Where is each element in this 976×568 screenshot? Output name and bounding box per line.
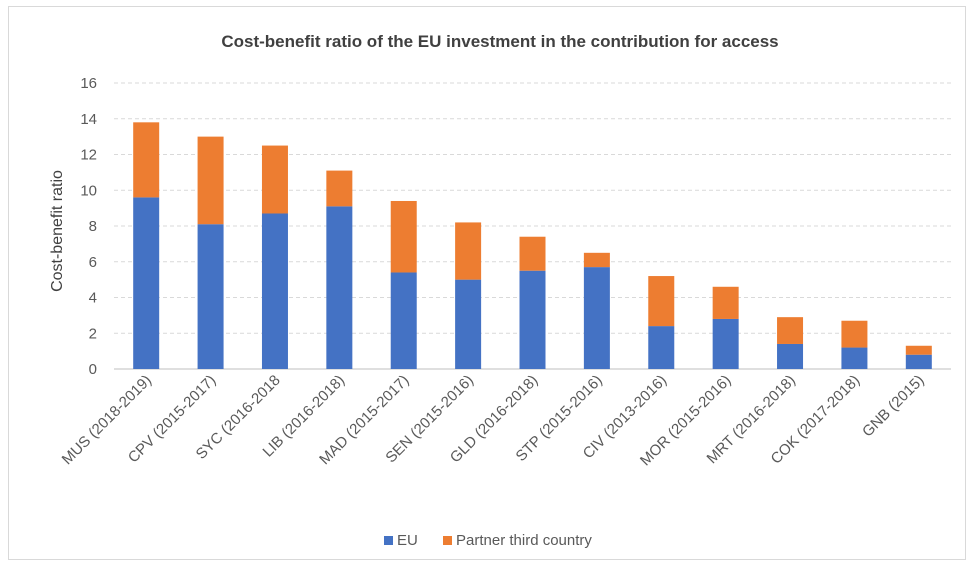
bar-partner [841, 320, 868, 348]
legend: EU Partner third country [384, 532, 592, 549]
chart-frame: Cost-benefit ratio of the EU investment … [8, 6, 966, 560]
bar-eu [326, 206, 353, 369]
y-tick-label: 0 [89, 361, 97, 378]
bar-partner [326, 170, 353, 207]
y-tick-label: 6 [89, 254, 97, 271]
x-tick-label: GNB (2015) [859, 372, 928, 441]
bar-partner [519, 236, 546, 271]
bar-eu [712, 318, 739, 369]
bar-eu [455, 279, 482, 369]
y-axis-title: Cost-benefit ratio [49, 170, 66, 292]
chart: Cost-benefit ratio of the EU investment … [49, 32, 951, 549]
bar-partner [197, 136, 224, 225]
y-tick-label: 2 [89, 325, 97, 342]
bar-partner [133, 122, 160, 198]
bar-partner [455, 222, 482, 280]
legend-swatch-partner [443, 536, 452, 545]
bar-partner [712, 286, 739, 319]
y-tick-labels: 0 2 4 6 8 10 12 14 16 [80, 75, 97, 378]
bar-eu [133, 197, 160, 369]
bar-eu [905, 354, 932, 369]
y-tick-label: 12 [80, 147, 97, 164]
y-tick-label: 8 [89, 218, 97, 235]
legend-swatch-eu [384, 536, 393, 545]
bar-partner [648, 276, 675, 327]
bar-eu [261, 213, 288, 369]
bar-eu [777, 343, 804, 369]
bar-eu [841, 347, 868, 369]
bar-eu [648, 326, 675, 369]
y-tick-label: 4 [89, 290, 97, 307]
bar-eu [583, 267, 610, 369]
bar-eu [519, 270, 546, 369]
bar-partner [390, 200, 417, 273]
bar-eu [197, 224, 224, 369]
chart-title: Cost-benefit ratio of the EU investment … [221, 32, 778, 51]
x-tick-labels: MUS (2018-2019)CPV (2015-2017)SYC (2016-… [59, 372, 928, 470]
y-tick-label: 10 [80, 182, 97, 199]
bar-partner [905, 345, 932, 355]
legend-label-eu: EU [397, 532, 418, 549]
legend-label-partner: Partner third country [456, 532, 592, 549]
bars [133, 122, 932, 369]
bar-partner [261, 145, 288, 214]
y-tick-label: 14 [80, 111, 97, 128]
bar-eu [390, 272, 417, 369]
bar-partner [777, 317, 804, 344]
y-tick-label: 16 [80, 75, 97, 92]
bar-partner [583, 252, 610, 268]
